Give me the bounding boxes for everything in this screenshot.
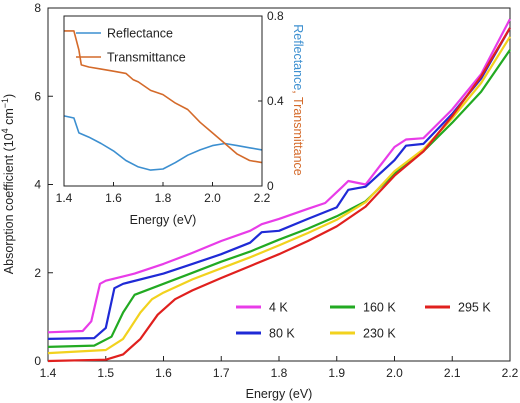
main-y-tick-label: 8 bbox=[34, 1, 41, 15]
legend-label: 80 K bbox=[269, 327, 295, 341]
inset-x-tick-label: 2.2 bbox=[254, 191, 271, 205]
inset-y-tick-label: 0.8 bbox=[267, 9, 284, 23]
legend-label: 230 K bbox=[363, 327, 396, 341]
main-x-tick-label: 2.2 bbox=[502, 366, 519, 380]
main-x-tick-label: 2.0 bbox=[386, 366, 403, 380]
main-series-group bbox=[47, 18, 511, 363]
main-x-tick-label: 2.1 bbox=[444, 366, 461, 380]
inset-y-tick-label: 0 bbox=[267, 179, 274, 193]
main-y-axis-label: Absorption coefficient (104 cm−1) bbox=[0, 94, 16, 274]
inset-x-tick-label: 2.0 bbox=[204, 191, 221, 205]
legend-label: 295 K bbox=[458, 301, 491, 315]
inset-right-axis-label: Reflectance, Transmittance bbox=[291, 24, 305, 176]
main-y-tick-label: 2 bbox=[34, 266, 41, 280]
inset-legend-label: Reflectance bbox=[107, 27, 173, 41]
main-x-tick-label: 1.8 bbox=[271, 366, 288, 380]
main-legend: 4 K 160 K 295 K 80 K 230 K bbox=[236, 301, 491, 341]
legend-label: 4 K bbox=[269, 301, 288, 315]
inset-series-line-transmittance bbox=[64, 30, 263, 164]
inset-x-tick-label: 1.6 bbox=[105, 191, 122, 205]
main-y-tick-label: 6 bbox=[34, 89, 41, 103]
inset-legend: Reflectance Transmittance bbox=[76, 27, 186, 65]
series-line-4-k bbox=[47, 18, 511, 334]
inset-y-tick-label: 0.4 bbox=[267, 94, 284, 108]
legend-label: 160 K bbox=[363, 301, 396, 315]
series-line-295-k bbox=[47, 27, 511, 363]
main-y-tick-label: 4 bbox=[34, 178, 41, 192]
main-x-axis-label: Energy (eV) bbox=[246, 387, 313, 401]
main-x-tick-label: 1.6 bbox=[155, 366, 172, 380]
inset-series-line-reflectance bbox=[63, 115, 263, 171]
inset-legend-label: Transmittance bbox=[107, 51, 186, 65]
inset-x-tick-label: 1.4 bbox=[56, 191, 73, 205]
main-x-tick-label: 1.4 bbox=[40, 366, 57, 380]
inset-x-tick-label: 1.8 bbox=[155, 191, 172, 205]
main-x-tick-label: 1.5 bbox=[97, 366, 114, 380]
main-x-tick-label: 1.9 bbox=[328, 366, 345, 380]
inset-series-group bbox=[63, 30, 263, 171]
series-line-80-k bbox=[47, 27, 511, 340]
inset-plot-background bbox=[64, 16, 262, 186]
main-x-tick-label: 1.7 bbox=[213, 366, 230, 380]
inset-x-axis-label: Energy (eV) bbox=[130, 213, 197, 227]
inset-axis-ticks: 1.4 1.6 1.8 2.0 2.20 0.4 0.8 bbox=[56, 9, 284, 205]
main-y-tick-label: 0 bbox=[34, 354, 41, 368]
